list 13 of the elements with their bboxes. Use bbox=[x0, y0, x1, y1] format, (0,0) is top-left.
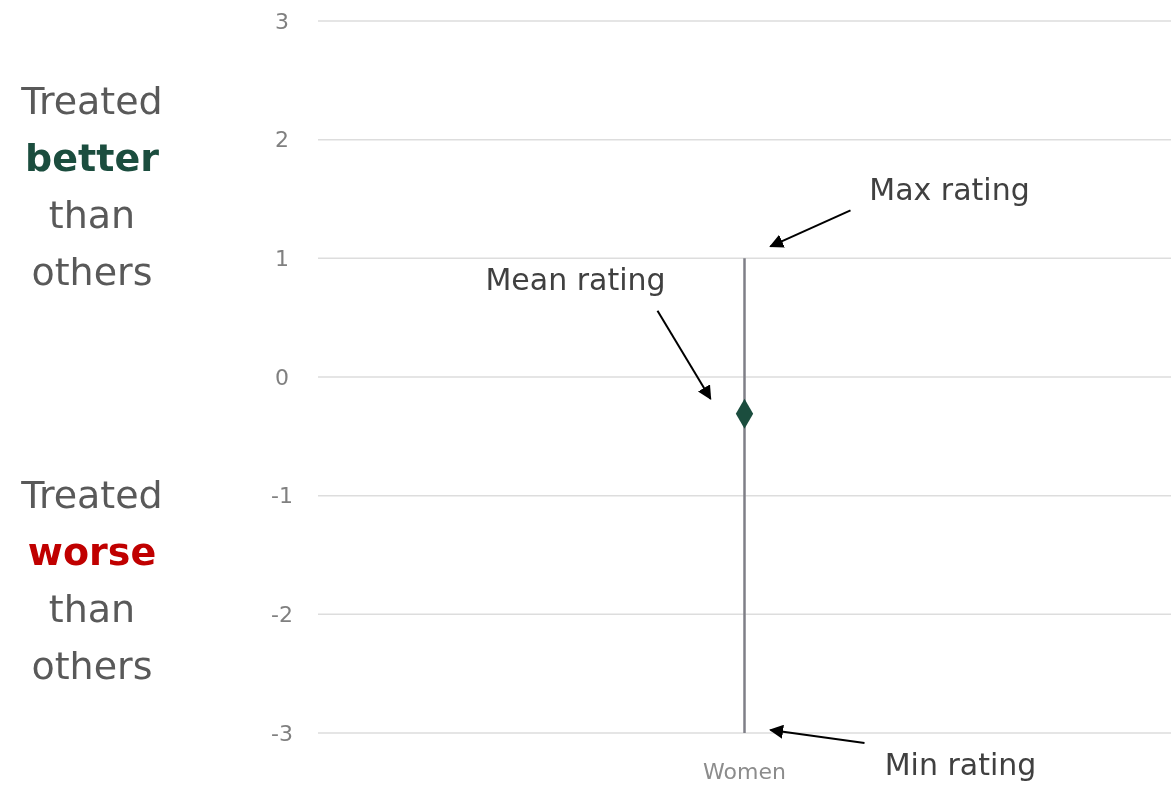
y-tick-label: 0 bbox=[275, 364, 289, 390]
text: Treated worse than others bbox=[20, 473, 163, 688]
y-tick-label: -1 bbox=[271, 483, 293, 509]
text: Treated better than others bbox=[20, 79, 163, 294]
y-tick-label: -2 bbox=[271, 602, 293, 628]
y-tick-label: 3 bbox=[275, 8, 289, 34]
y-tick-label: 1 bbox=[275, 246, 289, 272]
y-tick-label: -3 bbox=[271, 720, 293, 746]
text: Min rating bbox=[884, 747, 1037, 782]
y-tick-label: 2 bbox=[275, 127, 289, 153]
annotation: Max rating bbox=[869, 172, 1030, 208]
annotation: Mean rating bbox=[485, 261, 666, 297]
x-tick-label: Women bbox=[703, 759, 786, 784]
